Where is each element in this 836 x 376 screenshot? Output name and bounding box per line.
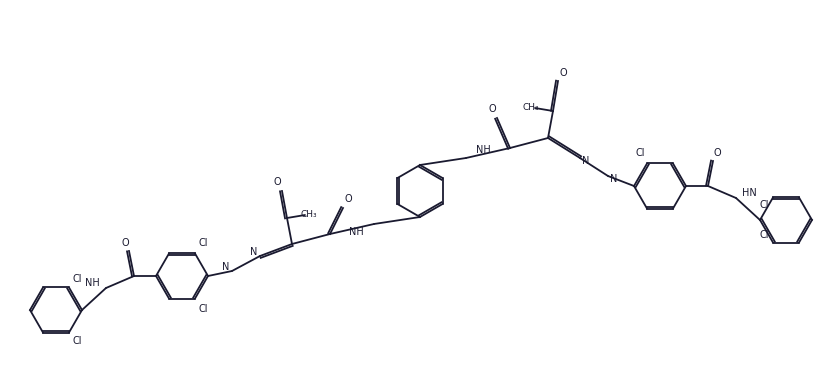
Text: NH: NH	[476, 145, 490, 155]
Text: O: O	[487, 104, 495, 114]
Text: O: O	[712, 148, 720, 158]
Text: CH₃: CH₃	[300, 211, 317, 220]
Text: O: O	[121, 238, 129, 248]
Text: Cl: Cl	[635, 149, 645, 158]
Text: Cl: Cl	[199, 238, 208, 249]
Text: O: O	[558, 68, 566, 78]
Text: N: N	[222, 262, 229, 272]
Text: N: N	[582, 156, 589, 166]
Text: N: N	[250, 247, 257, 257]
Text: HN: HN	[741, 188, 756, 198]
Text: NH: NH	[85, 278, 99, 288]
Text: Cl: Cl	[199, 303, 208, 314]
Text: O: O	[344, 194, 351, 204]
Text: CH₃: CH₃	[522, 103, 538, 112]
Text: O: O	[273, 177, 280, 187]
Text: Cl: Cl	[73, 274, 83, 285]
Text: Cl: Cl	[758, 200, 768, 211]
Text: NH: NH	[349, 227, 364, 237]
Text: Cl: Cl	[73, 335, 83, 346]
Text: Cl: Cl	[758, 229, 768, 240]
Text: N: N	[609, 174, 617, 184]
